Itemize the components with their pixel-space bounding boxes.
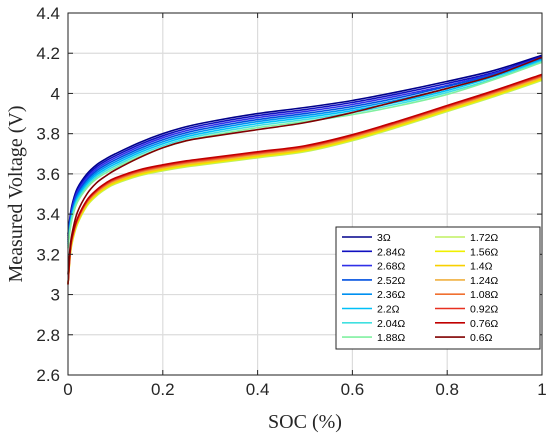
x-tick-labels: 0 0.2 0.4 0.6 0.8 1 xyxy=(63,380,546,399)
legend-label: 2.52Ω xyxy=(377,275,405,287)
legend-label: 1.72Ω xyxy=(470,232,498,244)
legend-label: 0.92Ω xyxy=(470,304,498,316)
legend-label: 2.84Ω xyxy=(377,246,405,258)
y-tick-label: 4 xyxy=(51,84,60,103)
legend-label: 1.88Ω xyxy=(377,332,405,344)
series-line xyxy=(67,59,543,245)
y-tick-label: 4.4 xyxy=(36,4,60,23)
series-line xyxy=(67,57,543,241)
legend-label: 1.56Ω xyxy=(470,246,498,258)
x-tick-label: 0 xyxy=(63,380,72,399)
plot-frame xyxy=(67,12,543,376)
y-tick-label: 3 xyxy=(51,286,60,305)
legend-label: 2.68Ω xyxy=(377,261,405,273)
series-line xyxy=(67,58,543,243)
y-tick-label: 3.4 xyxy=(36,205,60,224)
x-tick-label: 0.2 xyxy=(151,380,175,399)
legend: 3Ω 2.84Ω 2.68Ω 2.52Ω 2.36Ω 2.2Ω 2.04Ω 1.88Ω 1.72… xyxy=(335,226,541,350)
y-tick-label: 2.8 xyxy=(36,326,60,345)
x-tick-label: 1 xyxy=(537,380,546,399)
legend-label: 2.36Ω xyxy=(377,289,405,301)
legend-label: 2.2Ω xyxy=(377,304,400,316)
series-line xyxy=(67,54,543,235)
y-tick-label: 2.6 xyxy=(36,366,60,385)
series-lines xyxy=(67,54,543,285)
series-line xyxy=(67,55,543,237)
legend-label: 0.76Ω xyxy=(470,318,498,330)
y-axis-title: Measured Voltage (V) xyxy=(5,106,27,283)
series-line xyxy=(67,56,543,239)
legend-label: 1.08Ω xyxy=(470,289,498,301)
y-tick-label: 3.8 xyxy=(36,125,60,144)
series-line xyxy=(67,73,543,285)
legend-label: 2.04Ω xyxy=(377,318,405,330)
series-line xyxy=(67,56,543,275)
legend-label: 1.4Ω xyxy=(470,261,493,273)
series-line xyxy=(67,60,543,247)
x-axis-title: SOC (%) xyxy=(268,411,342,433)
y-tick-labels: 2.6 2.8 3 3.2 3.4 3.6 3.8 4 4.2 4.4 xyxy=(36,4,60,385)
legend-box xyxy=(335,226,541,350)
y-tick-label: 4.2 xyxy=(36,44,60,63)
x-tick-label: 0.4 xyxy=(246,380,270,399)
legend-label: 1.24Ω xyxy=(470,275,498,287)
legend-label: 3Ω xyxy=(377,232,391,244)
y-tick-label: 3.2 xyxy=(36,245,60,264)
legend-label: 0.6Ω xyxy=(470,332,493,344)
y-tick-label: 3.6 xyxy=(36,165,60,184)
x-tick-label: 0.6 xyxy=(341,380,365,399)
x-tick-label: 0.8 xyxy=(435,380,459,399)
